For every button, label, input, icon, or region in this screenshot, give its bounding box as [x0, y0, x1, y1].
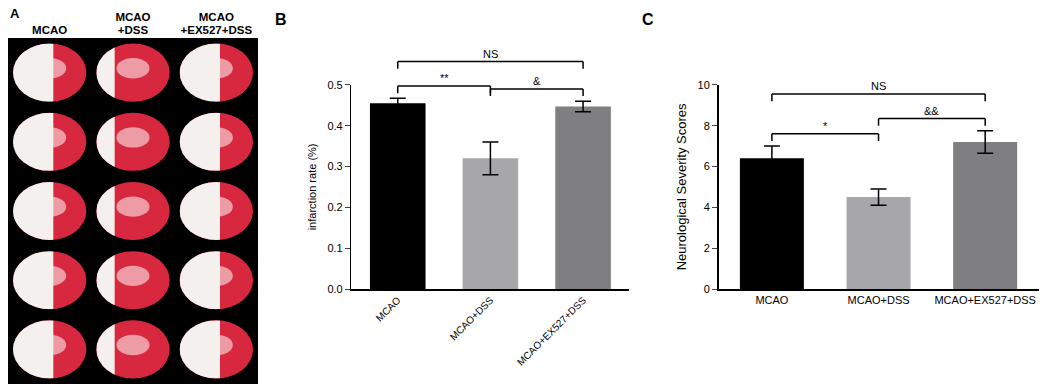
- svg-text:4: 4: [704, 201, 710, 213]
- svg-text:MCAO: MCAO: [32, 24, 67, 36]
- svg-text:0: 0: [704, 283, 710, 295]
- svg-text:MCAO+EX527+DSS: MCAO+EX527+DSS: [515, 294, 588, 367]
- svg-text:MCAO: MCAO: [199, 11, 234, 23]
- svg-text:10: 10: [698, 79, 710, 91]
- svg-text:0.2: 0.2: [327, 201, 342, 213]
- svg-text:&&: &&: [924, 105, 939, 117]
- svg-text:0.4: 0.4: [327, 120, 342, 132]
- svg-text:2: 2: [704, 242, 710, 254]
- svg-text:C: C: [642, 11, 654, 28]
- svg-text:8: 8: [704, 120, 710, 132]
- svg-text:MCAO: MCAO: [115, 11, 150, 23]
- svg-text:MCAO+DSS: MCAO+DSS: [848, 294, 910, 306]
- svg-text:0.5: 0.5: [327, 79, 342, 91]
- svg-text:MCAO: MCAO: [755, 294, 788, 306]
- svg-text:MCAO+DSS: MCAO+DSS: [448, 294, 496, 342]
- svg-text:*: *: [823, 120, 828, 132]
- svg-text:&: &: [533, 75, 541, 87]
- svg-text:MCAO+EX527+DSS: MCAO+EX527+DSS: [934, 294, 1036, 306]
- svg-text:Neurological Severity Scores: Neurological Severity Scores: [674, 103, 689, 270]
- svg-text:NS: NS: [483, 48, 498, 60]
- svg-text:+DSS: +DSS: [118, 24, 149, 36]
- svg-text:infarction rate (%): infarction rate (%): [306, 144, 318, 231]
- svg-text:B: B: [275, 11, 287, 28]
- svg-text:NS: NS: [871, 80, 886, 92]
- svg-text:+EX527+DSS: +EX527+DSS: [181, 24, 253, 36]
- svg-text:A: A: [10, 6, 20, 21]
- svg-text:6: 6: [704, 160, 710, 172]
- svg-text:0.3: 0.3: [327, 160, 342, 172]
- svg-text:MCAO: MCAO: [374, 295, 403, 324]
- svg-text:**: **: [440, 72, 449, 84]
- svg-text:0.0: 0.0: [327, 283, 342, 295]
- svg-text:0.1: 0.1: [327, 242, 342, 254]
